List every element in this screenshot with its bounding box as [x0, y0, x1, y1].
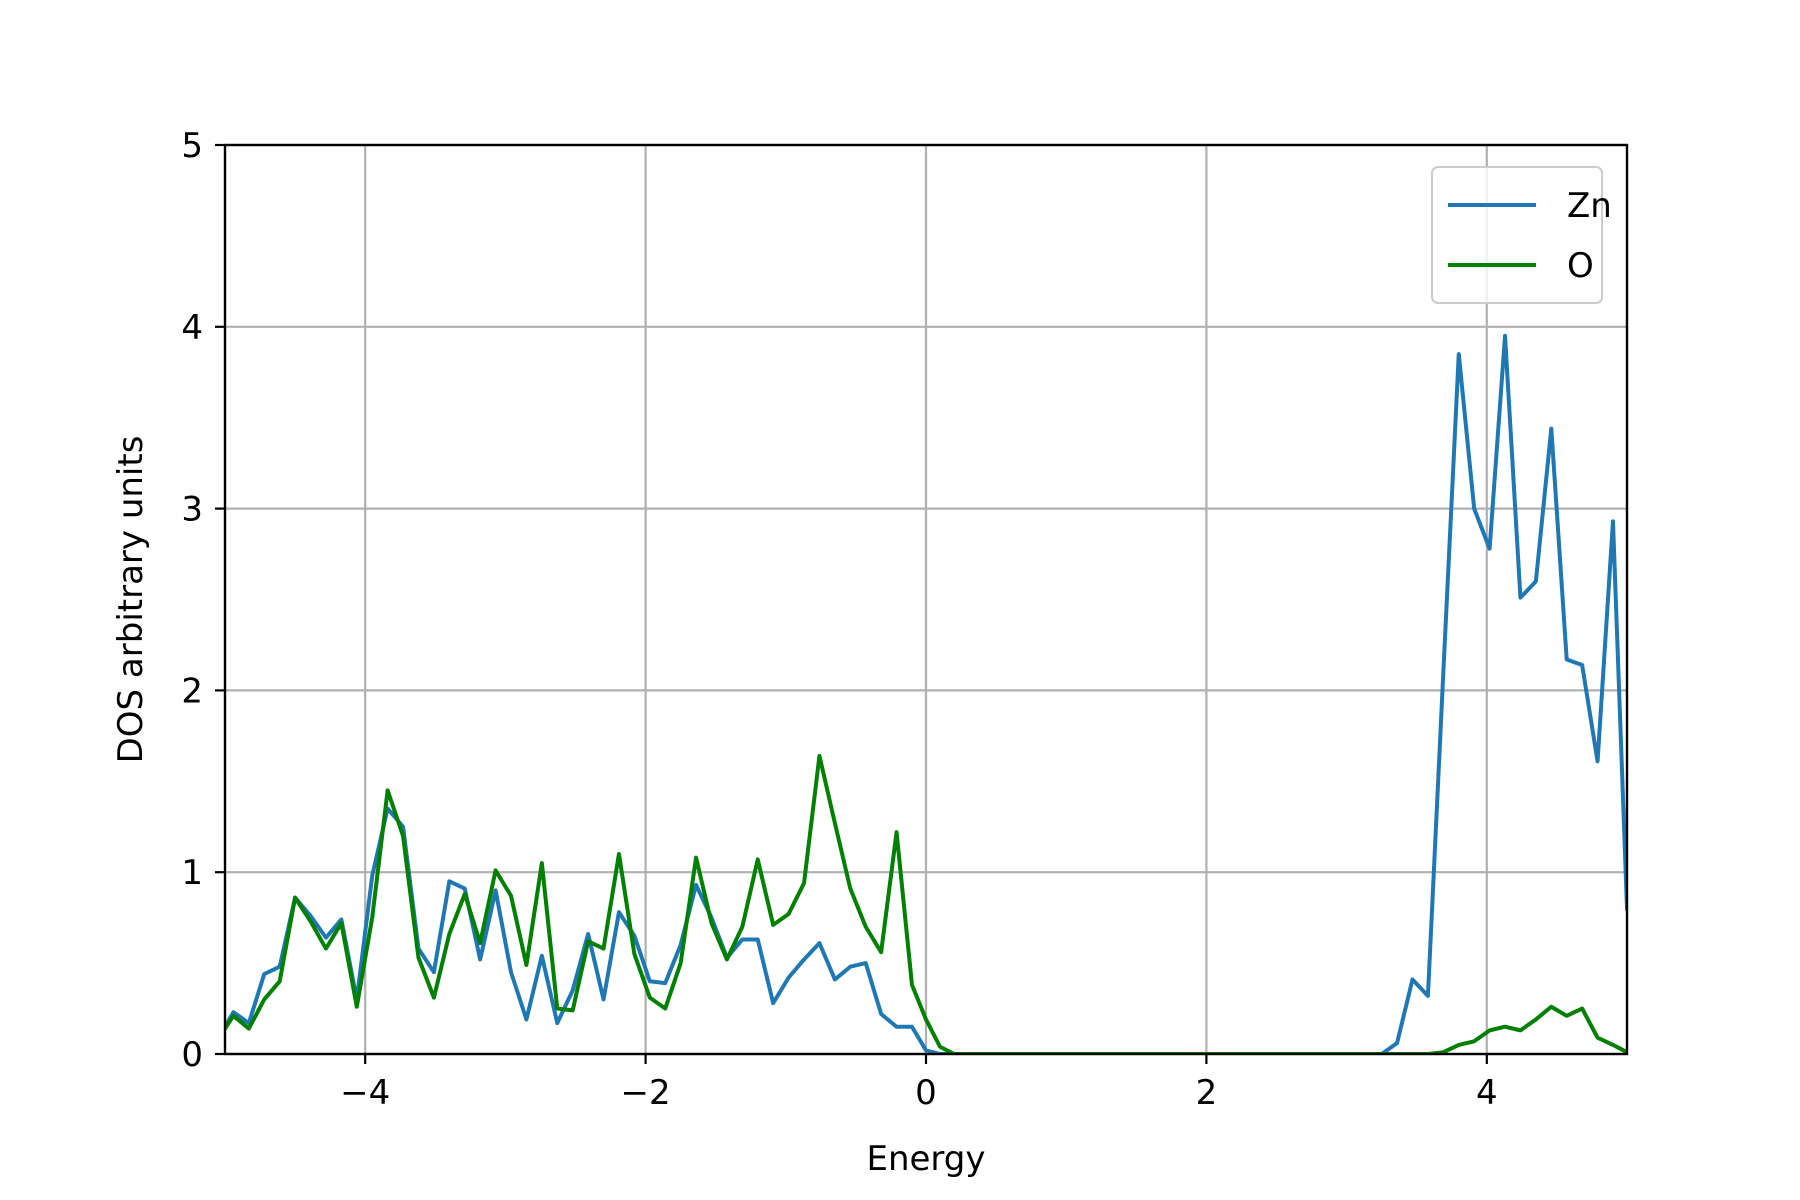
- series-line-o: [225, 753, 1627, 1054]
- y-axis-ticks: 0 1 2 3 4 5: [181, 126, 225, 1075]
- y-tick-label: 2: [181, 671, 203, 711]
- x-axis-ticks: −4 −2 0 2 4: [340, 1054, 1498, 1113]
- series-layer: [225, 333, 1627, 1054]
- legend-label: Zn: [1567, 186, 1612, 226]
- y-tick-label: 5: [181, 126, 203, 166]
- y-tick-label: 1: [181, 853, 203, 893]
- x-tick-label: 0: [915, 1073, 937, 1113]
- x-tick-label: −4: [340, 1073, 390, 1113]
- x-tick-label: 4: [1476, 1073, 1498, 1113]
- legend-box: [1431, 166, 1603, 304]
- x-axis-label: Energy: [866, 1139, 985, 1179]
- legend: Zn O: [1431, 166, 1612, 304]
- y-tick-label: 0: [181, 1035, 203, 1075]
- legend-label: O: [1567, 246, 1594, 286]
- grid: [225, 143, 1627, 1056]
- y-tick-label: 4: [181, 308, 203, 348]
- x-tick-label: −2: [621, 1073, 671, 1113]
- y-axis-label: DOS arbitrary units: [111, 436, 151, 764]
- x-tick-label: 2: [1196, 1073, 1218, 1113]
- y-tick-label: 3: [181, 490, 203, 530]
